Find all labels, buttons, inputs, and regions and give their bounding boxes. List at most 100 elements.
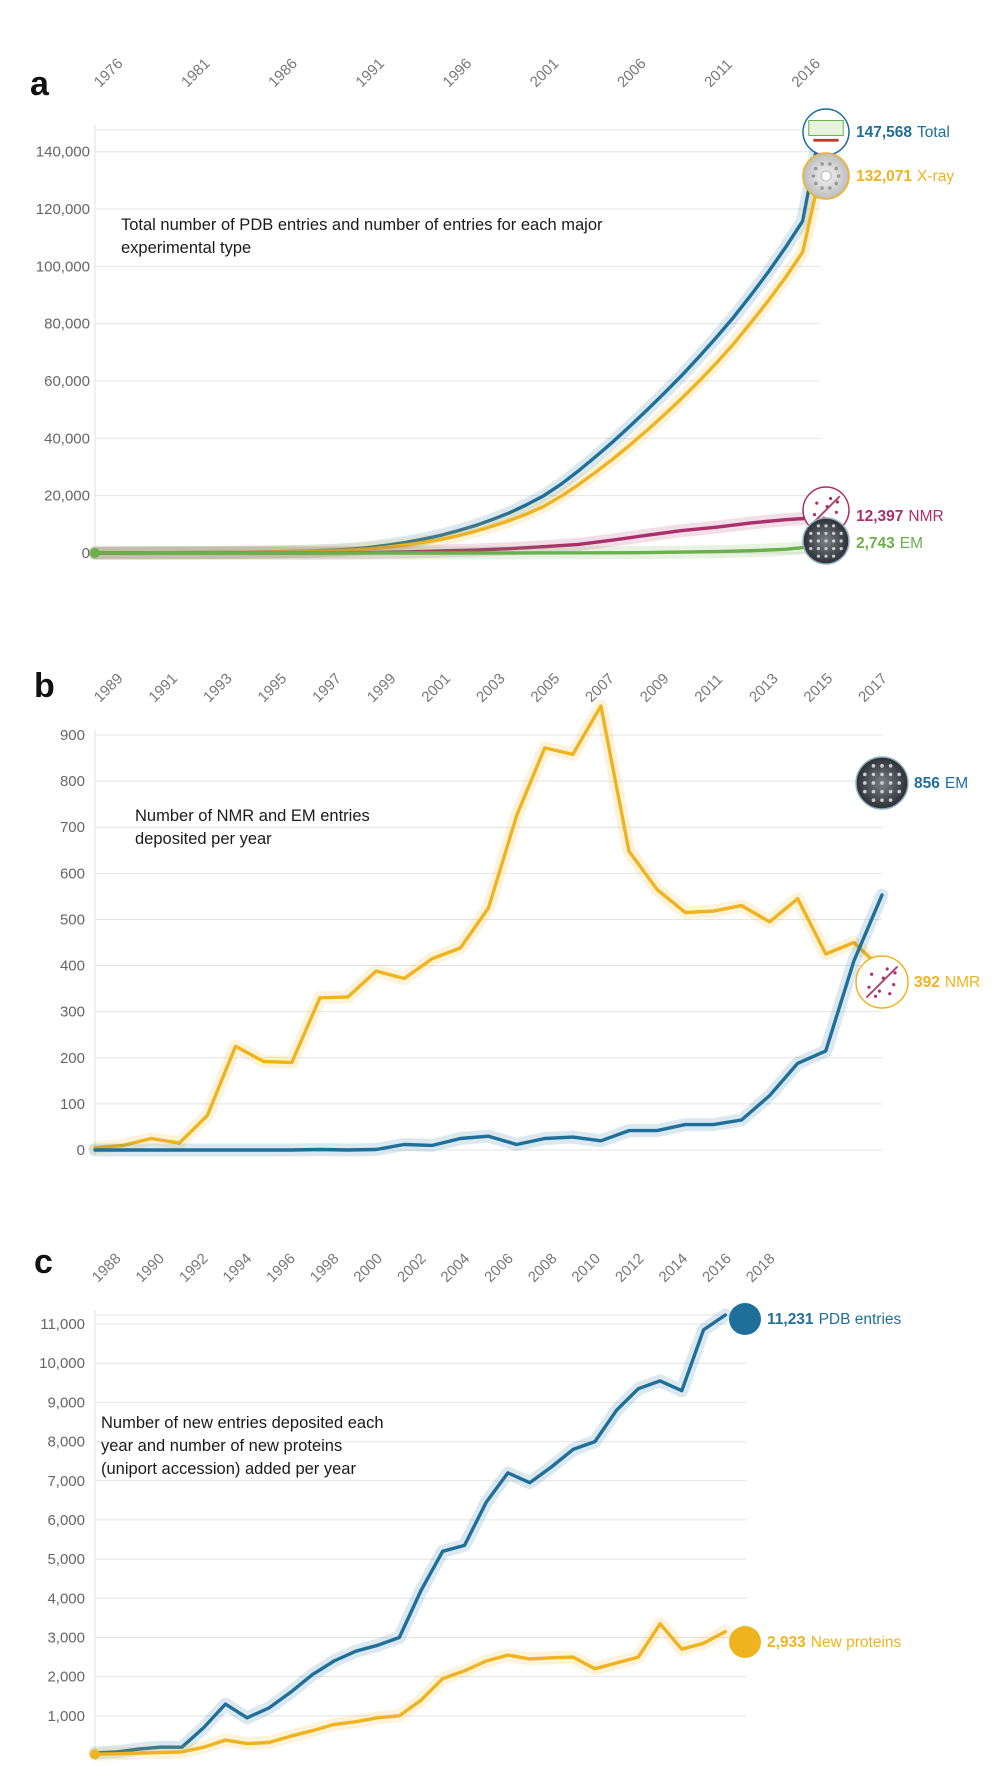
- icon-spot: [834, 181, 839, 186]
- icon-dot: [897, 781, 901, 785]
- panel-a: a 0 20,000 40,000 60,000 80,000 100,000 120,000…: [30, 55, 954, 565]
- icon-dot: [888, 798, 893, 802]
- icon-dot: [863, 789, 867, 794]
- y-axis-ticks: 0 100 200 300 400 500 600 700 800 900: [60, 727, 85, 1159]
- icon-dot: [831, 546, 836, 551]
- series-line: [93, 128, 822, 555]
- x-tick-label: 1988: [89, 1250, 125, 1286]
- y-tick-label: 900: [60, 727, 85, 744]
- icon-dot: [863, 781, 867, 785]
- annotation-line: Number of new entries deposited each: [101, 1414, 384, 1432]
- end-label-value: 132,071: [856, 168, 912, 185]
- nmr-spectrum-icon: [855, 955, 909, 1009]
- icon-peak: [893, 971, 897, 975]
- y-axis-ticks: 1,000 2,000 3,000 4,000 5,000 6,000 7,000 8,000…: [39, 1316, 85, 1725]
- x-tick-label: 2013: [746, 670, 782, 706]
- icon-dot: [824, 546, 828, 551]
- annotation-line: Total number of PDB entries and number o…: [121, 216, 603, 234]
- em-micrograph-icon: [855, 756, 909, 810]
- x-tick-label: 1981: [178, 55, 214, 91]
- x-tick-label: 2001: [418, 670, 454, 706]
- y-tick-label: 300: [60, 1004, 85, 1021]
- panel-letter-a: a: [30, 65, 50, 103]
- icon-dot: [824, 539, 828, 543]
- gridlines: [94, 125, 820, 558]
- series-glow: [88, 699, 889, 1155]
- icon-dot: [863, 772, 867, 777]
- icon-peak: [885, 967, 889, 971]
- icon-dot: [880, 789, 884, 794]
- x-tick-label: 2017: [855, 670, 891, 706]
- x-tick-label: 2014: [656, 1250, 692, 1286]
- icon-dot: [871, 789, 876, 794]
- x-tick-label: 1996: [440, 55, 476, 91]
- annotation-line: experimental type: [121, 239, 251, 257]
- x-tick-label: 2011: [691, 671, 726, 706]
- end-label-value: 856: [914, 775, 940, 792]
- icon-banner: [808, 120, 844, 136]
- icon-peak: [812, 513, 817, 517]
- icon-dot: [816, 539, 821, 543]
- icon-dot: [839, 531, 843, 536]
- y-tick-label: 0: [82, 545, 90, 562]
- y-tick-label: 4,000: [47, 1590, 85, 1607]
- y-tick-label: 3,000: [47, 1629, 85, 1646]
- icon-dot: [871, 798, 876, 802]
- end-label-em: 856 EM: [914, 775, 968, 792]
- end-label-name: X-ray: [917, 168, 954, 185]
- x-tick-label: 1986: [265, 55, 301, 91]
- icon-dot: [839, 539, 843, 543]
- end-label-pdb-entries: 11,231 PDB entries: [767, 1311, 902, 1328]
- y-tick-label: 200: [60, 1050, 85, 1067]
- end-label-value: 2,933: [767, 1634, 806, 1651]
- y-tick-label: 5,000: [47, 1551, 85, 1568]
- x-tick-label: 1990: [132, 1250, 168, 1286]
- icon-dot: [888, 764, 893, 768]
- icon-dot: [880, 798, 884, 802]
- y-tick-label: 1,000: [47, 1708, 85, 1725]
- start-marker: [90, 1749, 100, 1760]
- x-tick-label: 1996: [263, 1250, 299, 1286]
- gridlines: [94, 1310, 747, 1760]
- y-axis-ticks: 0 20,000 40,000 60,000 80,000 100,000 120,000 1…: [36, 144, 90, 562]
- icon-dot: [824, 531, 828, 536]
- icon-spot: [828, 162, 832, 166]
- icon-dot: [824, 554, 828, 558]
- icon-dot: [871, 764, 876, 768]
- x-tick-label: 1995: [255, 670, 291, 706]
- x-tick-label: 2006: [614, 55, 650, 91]
- chart-annotation: Number of new entries deposited each year…: [101, 1414, 384, 1478]
- end-label-em: 2,743 EM: [856, 535, 923, 552]
- icon-dot: [880, 764, 884, 768]
- x-tick-label: 1994: [220, 1250, 256, 1286]
- icon-spot: [836, 174, 841, 178]
- y-tick-label: 11,000: [40, 1316, 85, 1333]
- annotation-line: (uniport accession) added per year: [101, 1460, 356, 1478]
- end-label-total: 147,568 Total: [856, 124, 950, 141]
- x-tick-label: 1998: [307, 1250, 343, 1286]
- panel-letter-c: c: [34, 1243, 53, 1281]
- icon-dot: [880, 781, 884, 785]
- series-glow: [88, 1308, 732, 1760]
- y-tick-label: 7,000: [47, 1473, 85, 1490]
- x-tick-label: 2004: [438, 1250, 474, 1286]
- icon-peak: [829, 496, 833, 501]
- panel-b: b 0 100 200 300 400 500 600 700 800 900 1989 1991 199…: [34, 667, 980, 1159]
- end-label-nmr: 12,397 NMR: [856, 508, 944, 525]
- icon-spot: [828, 186, 832, 190]
- end-label-name: Total: [917, 124, 950, 141]
- icon-peak: [825, 504, 829, 509]
- icon-dot: [831, 554, 836, 558]
- x-tick-label: 2002: [394, 1250, 430, 1286]
- y-tick-label: 60,000: [44, 373, 90, 390]
- icon-peak: [888, 992, 892, 996]
- icon-dot: [839, 546, 843, 551]
- icon-disc: [729, 1626, 761, 1658]
- series-line: [93, 1313, 727, 1755]
- y-tick-label: 40,000: [44, 430, 90, 447]
- icon-dot: [880, 772, 884, 777]
- x-tick-label: 2011: [701, 56, 736, 91]
- icon-peak: [870, 972, 874, 976]
- icon-dot: [816, 546, 821, 551]
